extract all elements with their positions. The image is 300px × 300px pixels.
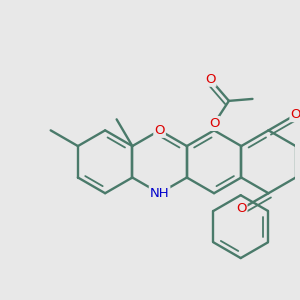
Text: NH: NH [150, 187, 169, 200]
Text: O: O [290, 108, 300, 121]
Text: O: O [236, 202, 247, 215]
Text: O: O [205, 73, 215, 86]
Text: O: O [154, 124, 165, 137]
Text: O: O [209, 117, 219, 130]
